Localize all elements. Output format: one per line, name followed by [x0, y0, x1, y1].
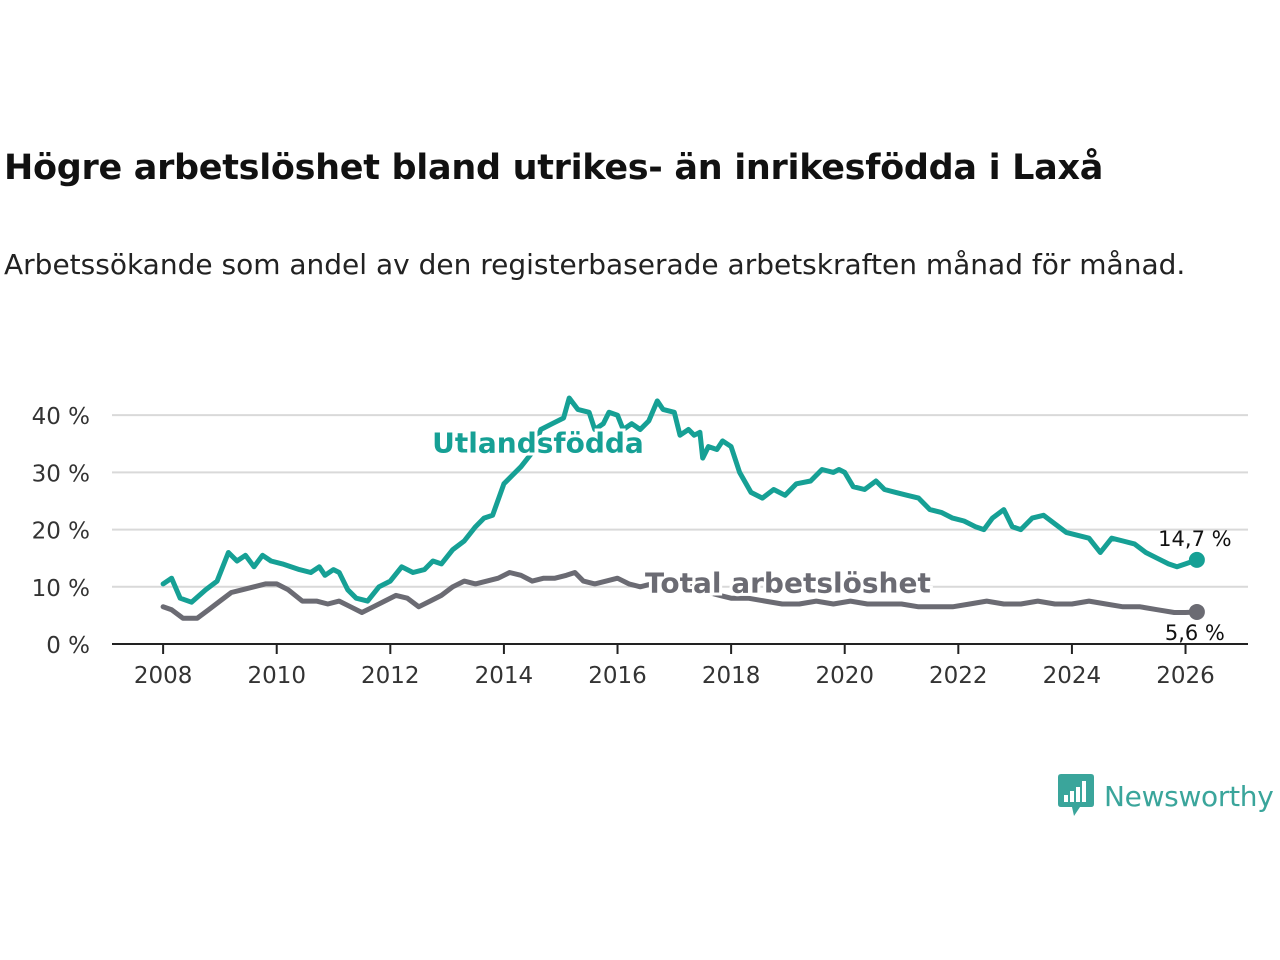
gridlines — [112, 414, 1248, 588]
chart-subtitle: Arbetssökande som andel av den registerb… — [4, 248, 1186, 281]
series-end-point — [1188, 551, 1205, 568]
x-tick-label: 2008 — [134, 663, 193, 689]
series-label-utlandsfodda: Utlandsfödda — [432, 426, 644, 459]
annotations: 14,7 % 5,6 % Utlandsfödda Total arbetslöshe… — [429, 423, 1231, 645]
y-tick-label: 30 % — [32, 461, 90, 487]
x-tick-label: 2012 — [361, 663, 420, 689]
chart-title: Högre arbetslöshet bland utrikes- än inr… — [4, 148, 1104, 188]
y-tick-label: 0 % — [46, 633, 90, 659]
x-tick-label: 2018 — [702, 663, 761, 689]
series-line-total — [160, 570, 1200, 621]
x-tick-label: 2010 — [247, 663, 306, 689]
series-lines — [160, 395, 1205, 621]
series-line-utlandsfodda — [160, 395, 1200, 605]
y-tick-label: 10 % — [32, 576, 90, 602]
series-label-total: Total arbetslöshet — [645, 567, 931, 600]
x-tick-label: 2014 — [475, 663, 534, 689]
series-end-label: 14,7 % — [1158, 527, 1231, 551]
bar-chart-speech-icon — [1058, 774, 1094, 816]
x-tick-label: 2022 — [929, 663, 988, 689]
newsworthy-logo[interactable]: Newsworthy — [1058, 774, 1274, 818]
y-tick-label: 20 % — [32, 519, 90, 545]
x-tick-label: 2020 — [815, 663, 874, 689]
y-axis-ticks: 0 % 10 % 20 % 30 % 40 % — [32, 404, 90, 659]
x-tick-label: 2016 — [588, 663, 647, 689]
line-chart: 0 % 10 % 20 % 30 % 40 % 2008 2010 2012 2014 2016… — [32, 395, 1248, 689]
series-end-point — [1188, 603, 1205, 620]
x-tick-label: 2026 — [1156, 663, 1215, 689]
x-tick-label: 2024 — [1043, 663, 1102, 689]
brand-name: Newsworthy — [1104, 779, 1274, 813]
x-axis: 2008 2010 2012 2014 2016 2018 2020 2022 2024 2026 — [112, 643, 1248, 689]
y-tick-label: 40 % — [32, 404, 90, 430]
series-end-label: 5,6 % — [1165, 621, 1225, 645]
